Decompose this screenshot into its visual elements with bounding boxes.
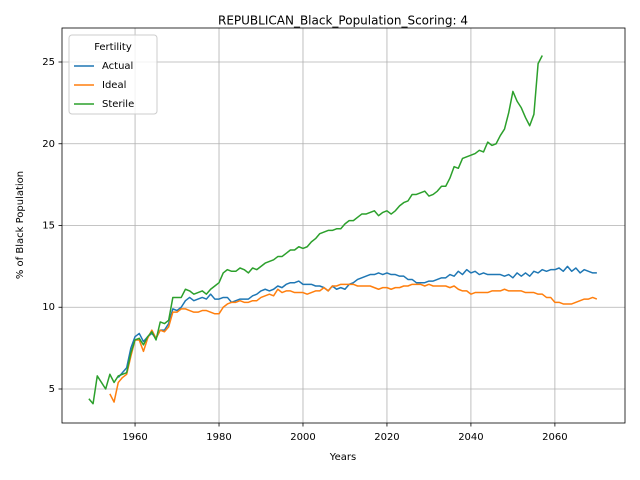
y-tick-label: 10 [42, 302, 55, 313]
legend-label: Actual [102, 61, 133, 72]
x-tick-label: 2040 [458, 432, 483, 443]
x-tick-label: 2020 [374, 432, 399, 443]
data-line [117, 265, 597, 379]
chart-title: REPUBLICAN_Black_Population_Scoring: 4 [218, 14, 468, 28]
x-tick-label: 1960 [122, 432, 147, 443]
y-axis-label: % of Black Population [15, 171, 26, 279]
legend-label: Sterile [102, 99, 134, 110]
y-tick-label: 25 [42, 57, 55, 68]
y-tick-label: 5 [49, 384, 55, 395]
y-tick-label: 20 [42, 139, 55, 150]
x-axis-label: Years [329, 452, 356, 463]
x-tick-label: 2060 [542, 432, 567, 443]
data-line [88, 55, 543, 405]
legend-box [68, 34, 158, 115]
x-tick-label: 2000 [290, 432, 315, 443]
data-line [109, 283, 598, 403]
plot-frame [61, 27, 626, 424]
legend-label: Ideal [102, 80, 126, 91]
legend: Fertility Actual Ideal Sterile [68, 34, 158, 115]
y-tick-label: 15 [42, 221, 55, 232]
x-tick-label: 1980 [206, 432, 231, 443]
legend-title: Fertility [94, 42, 132, 53]
